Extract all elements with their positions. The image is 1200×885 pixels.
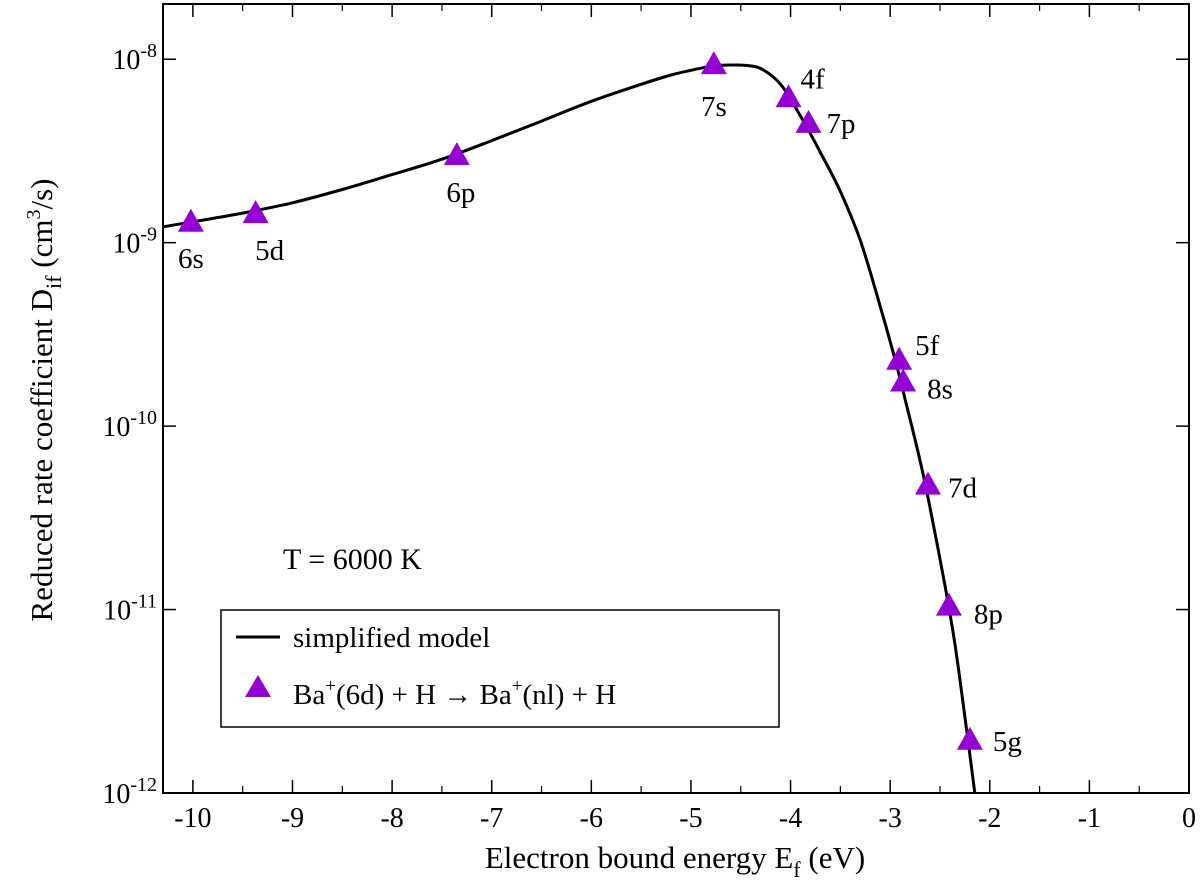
point-marker-7p — [795, 109, 822, 133]
point-marker-6s — [177, 208, 204, 232]
temperature-annotation: T = 6000 K — [283, 543, 422, 576]
legend-triangle-swatch — [245, 675, 271, 697]
x-tick-label: -3 — [879, 803, 902, 834]
point-label-7p: 7p — [826, 108, 855, 140]
legend-box — [220, 609, 780, 728]
x-tick-label: 0 — [1182, 803, 1196, 834]
y-tick-label: 10-12 — [102, 774, 157, 810]
point-label-6p: 6p — [446, 177, 475, 209]
marker-layer — [177, 51, 983, 750]
legend: simplified model Ba+(6d) + H → Ba+(nl) +… — [220, 609, 780, 728]
point-marker-4f — [775, 84, 802, 108]
y-tick-label: 10-11 — [103, 591, 157, 627]
plot-frame — [162, 3, 1190, 794]
x-tick-label: -1 — [1078, 803, 1101, 834]
point-label-5f: 5f — [915, 330, 940, 362]
point-marker-7s — [700, 51, 727, 75]
point-label-8s: 8s — [927, 374, 953, 406]
point-label-6s: 6s — [178, 243, 204, 275]
point-marker-7d — [915, 471, 942, 495]
x-tick-label: -10 — [174, 803, 211, 834]
legend-label-model: simplified model — [293, 622, 490, 654]
legend-label-reaction: Ba+(6d) + H → Ba+(nl) + H — [293, 676, 616, 711]
x-tick-label: -6 — [580, 803, 603, 834]
y-tick-label: 10-9 — [112, 224, 157, 260]
x-tick-label: -4 — [779, 803, 802, 834]
y-tick-label: 10-8 — [112, 40, 157, 76]
simplified-model-curve — [162, 63, 977, 794]
point-marker-5g — [956, 726, 983, 750]
point-marker-5f — [886, 346, 913, 370]
x-tick-label: -9 — [281, 803, 304, 834]
point-label-5d: 5d — [255, 235, 285, 267]
x-tick-label: -7 — [480, 803, 503, 834]
point-label-7d: 7d — [948, 473, 978, 505]
x-tick-label: -2 — [978, 803, 1001, 834]
point-marker-5d — [242, 200, 269, 224]
point-marker-8s — [890, 368, 917, 392]
point-label-5g: 5g — [993, 726, 1022, 758]
point-marker-8p — [935, 592, 962, 616]
x-tick-label: -8 — [380, 803, 403, 834]
tick-label-layer: -10 -9 -8 -7 -6 -5 -4 -3 -2 -1 010-810-910-1010-11… — [102, 40, 1196, 834]
point-label-8p: 8p — [974, 599, 1003, 631]
curve-layer — [162, 63, 977, 794]
x-axis-title: Electron bound energy Ef (eV) — [485, 840, 865, 882]
point-label-7s: 7s — [701, 91, 727, 123]
y-tick-label: 10-10 — [102, 407, 157, 443]
point-label-4f: 4f — [801, 63, 826, 95]
point-marker-6p — [443, 142, 470, 166]
axis-ticks — [163, 4, 1190, 794]
y-axis-title: Reduced rate coefficient Dif (cm3/s) — [23, 179, 66, 622]
x-tick-label: -5 — [679, 803, 702, 834]
